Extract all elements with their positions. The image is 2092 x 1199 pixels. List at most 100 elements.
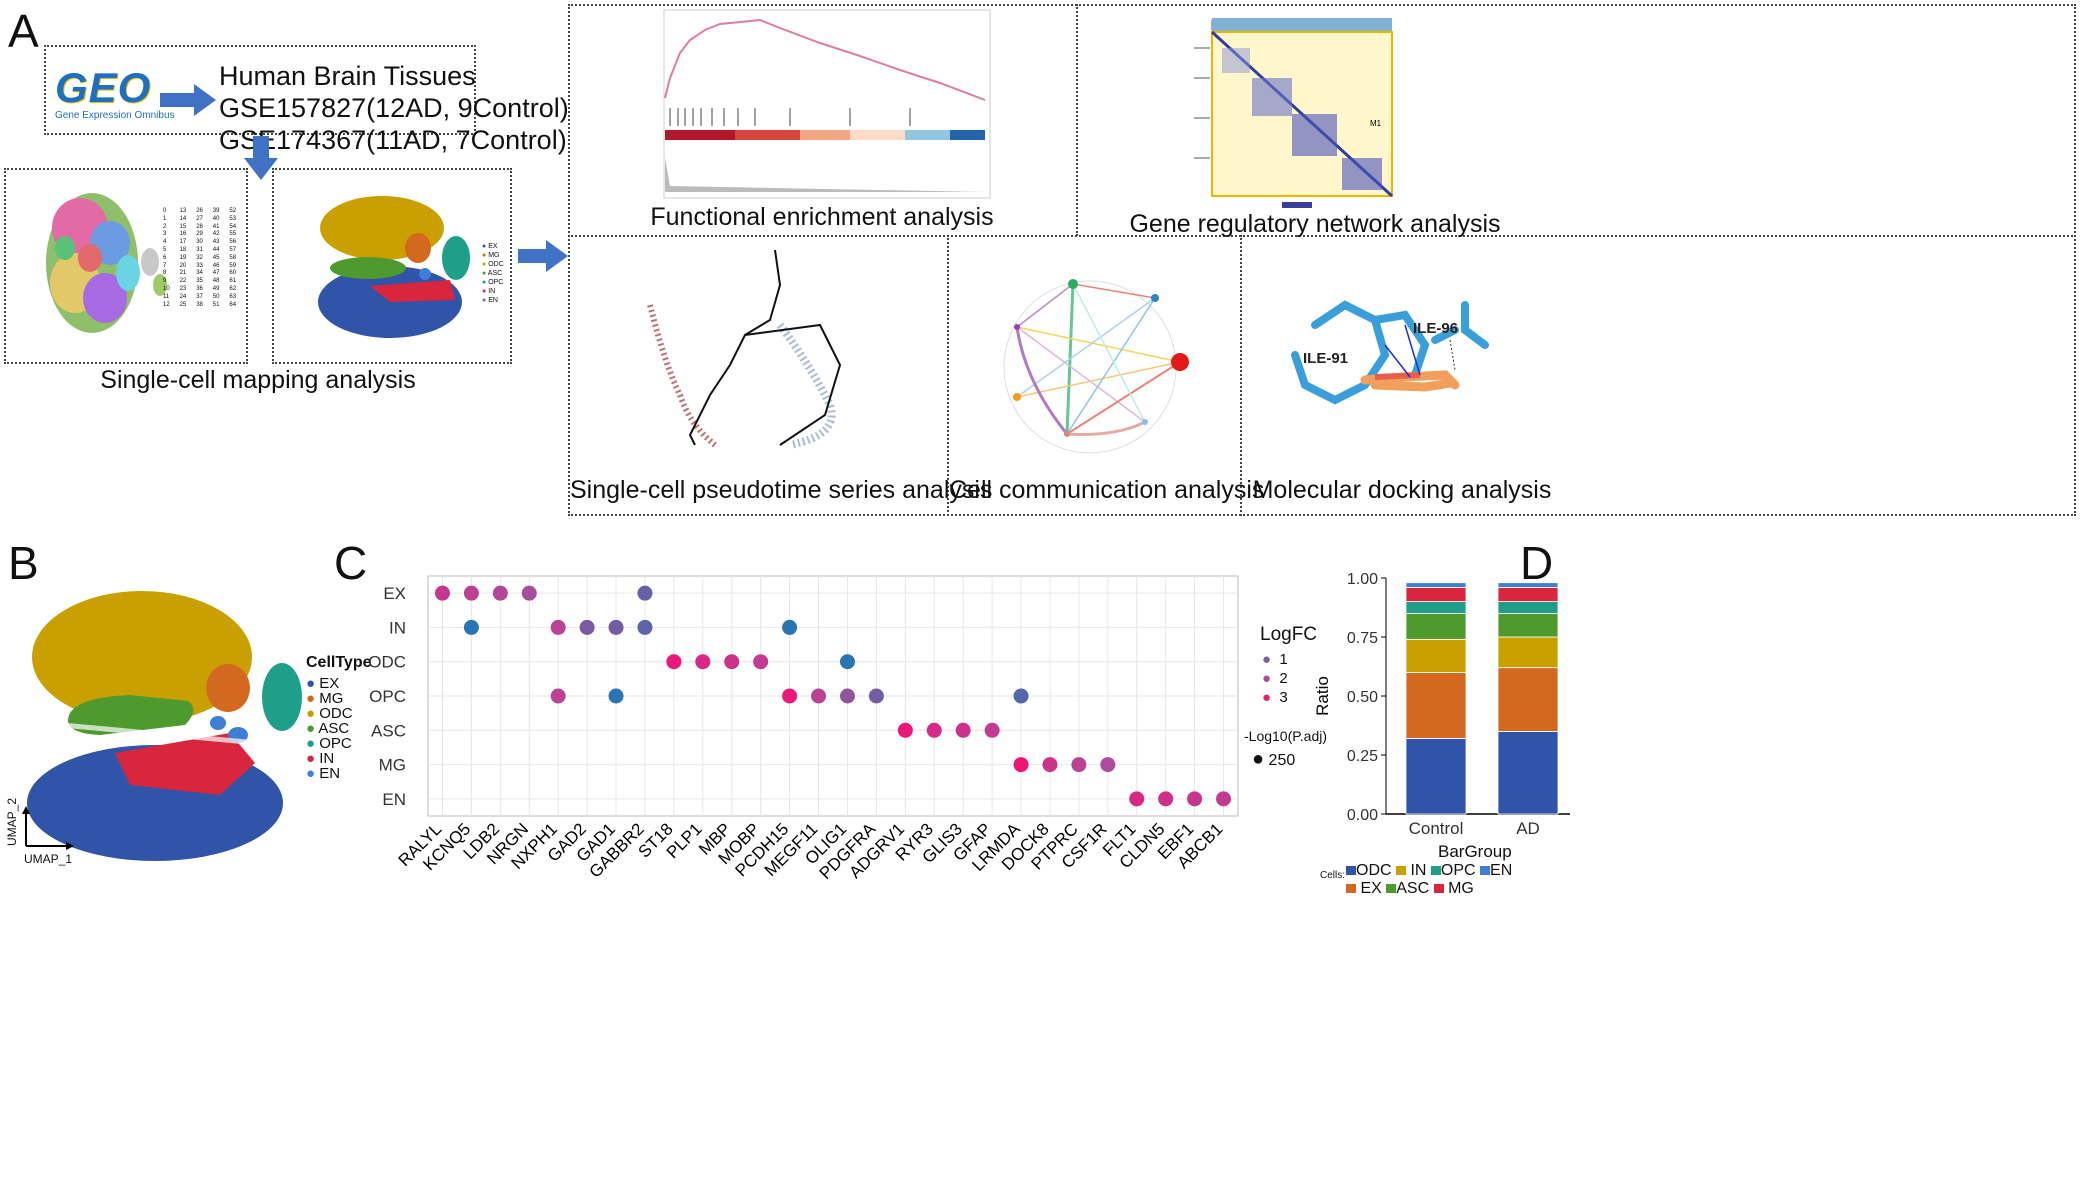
bar-segment xyxy=(1497,730,1559,815)
geo-logo: GEO Gene Expression Omnibus xyxy=(55,64,175,126)
cluster-label: 15 xyxy=(179,223,187,230)
cluster-label: 40 xyxy=(212,215,220,222)
legend-label: EN xyxy=(319,765,341,782)
cluster-label: 25 xyxy=(179,301,187,308)
umap-axes-icon xyxy=(22,806,74,850)
cluster-label: 63 xyxy=(229,293,237,300)
cluster-label: 58 xyxy=(229,254,237,261)
color-legend-item: ● 3 xyxy=(1262,689,1288,706)
cluster-label: 32 xyxy=(196,254,203,261)
cluster-umap-box xyxy=(4,168,248,364)
celltype-tick-label: ODC xyxy=(368,653,406,672)
cluster-label: 13 xyxy=(179,208,187,214)
grid-divider xyxy=(1076,4,1078,236)
legend-label: ASC xyxy=(487,270,503,277)
cluster-label: 48 xyxy=(212,278,220,285)
legend-item-odc: ● ODC xyxy=(306,705,353,722)
bar-legend-label: ASC xyxy=(1396,880,1430,897)
dot-mark xyxy=(608,688,624,704)
cluster-label: 45 xyxy=(212,254,220,261)
celltype-umap-small xyxy=(318,196,470,338)
celltype-legend: ● EX ● MG ● ODC ● ASC ● OPC ● IN ● EN xyxy=(306,676,353,781)
cluster-label: 4 xyxy=(163,239,167,246)
geo-logo-text: GEO xyxy=(55,64,152,111)
panel-label-d: D xyxy=(1520,537,1554,589)
celltype-legend-small: ● EX ● MG ● ODC ● ASC ● OPC ● IN ● EN xyxy=(482,242,504,305)
caption-functional-enrichment: Functional enrichment analysis xyxy=(650,203,994,231)
arrow-down-icon xyxy=(244,136,278,180)
umap-axis-y: UMAP_2 xyxy=(5,797,20,847)
bar-segment xyxy=(1405,738,1467,815)
bar-segment xyxy=(1497,587,1559,603)
dot-mark xyxy=(839,688,855,704)
bar-legend-label: OPC xyxy=(1440,862,1476,879)
dot-mark xyxy=(550,619,566,635)
dot-mark xyxy=(637,585,653,601)
bar-segment xyxy=(1497,601,1559,614)
celltype-ratio-barplot: 0.00 0.25 0.50 0.75 1.00 Ratio Control AD xyxy=(1313,571,1570,838)
cluster-label: 30 xyxy=(196,239,203,246)
dot-mark xyxy=(926,722,942,738)
bar-legend-label: MG xyxy=(1448,880,1474,897)
dot-mark xyxy=(608,619,624,635)
cluster-label: 29 xyxy=(196,231,203,238)
legend-item-asc: ● ASC xyxy=(306,720,350,737)
legend-item-opc: ● OPC xyxy=(482,279,504,286)
caption-cell-communication: Cell communication analysis xyxy=(949,476,1265,504)
cluster-label: 28 xyxy=(196,223,203,230)
dot-mark xyxy=(579,619,595,635)
cluster-label: 31 xyxy=(196,246,203,253)
dot-mark xyxy=(753,654,769,670)
legend-label: OPC xyxy=(319,735,352,752)
gsea-plot xyxy=(663,9,991,199)
bar-segment xyxy=(1497,582,1559,588)
cluster-label: 0 xyxy=(163,208,167,214)
cluster-label: 64 xyxy=(229,301,237,308)
cluster-label: 2 xyxy=(163,223,167,230)
legend-item-in: ● IN xyxy=(482,288,496,295)
cluster-label: 9 xyxy=(163,278,167,285)
docking-label-ile91: ILE-91 xyxy=(1303,350,1348,367)
category-label: Control xyxy=(1409,819,1464,838)
legend-item-mg: ● MG xyxy=(306,690,344,707)
legend-item-ex: ● EX xyxy=(482,243,498,250)
bar-segment xyxy=(1405,638,1467,673)
y-tick-label: 0.75 xyxy=(1347,630,1378,647)
cluster-label: 41 xyxy=(212,223,220,230)
legend-item-mg: ● MG xyxy=(482,252,500,259)
cluster-label: 1 xyxy=(163,215,167,222)
dot-mark xyxy=(550,688,566,704)
color-legend-label: 3 xyxy=(1279,689,1288,706)
cluster-label: 59 xyxy=(229,262,237,269)
cluster-label: 36 xyxy=(196,285,203,292)
dotplot-color-legend-title: LogFC xyxy=(1260,624,1318,645)
legend-item-opc: ● OPC xyxy=(306,735,352,752)
bar-segment xyxy=(1497,613,1559,638)
barplot-legend-title: Cells: xyxy=(1320,870,1346,881)
bar-legend-label: EX xyxy=(1360,880,1382,897)
arrow-right-icon xyxy=(160,84,216,116)
bar-legend-item-asc: ASC xyxy=(1386,880,1429,897)
caption-single-cell-mapping: Single-cell mapping analysis xyxy=(100,366,416,394)
legend-label: IN xyxy=(488,288,496,295)
cluster-label: 11 xyxy=(163,293,170,300)
dataset-line: GSE174367(11AD, 7Control) xyxy=(219,125,567,155)
cluster-label: 22 xyxy=(179,278,187,285)
bar-segment xyxy=(1405,601,1467,614)
cluster-label: 20 xyxy=(179,262,187,269)
dotplot-color-legend: ● 1 ● 2 ● 3 xyxy=(1262,650,1288,707)
bar-legend-item-opc: OPC xyxy=(1430,862,1476,879)
celltype-tick-label: IN xyxy=(389,618,406,637)
molecular-docking-structure: ILE-96 ILE-91 xyxy=(1291,300,1489,405)
cluster-label: 26 xyxy=(196,208,203,214)
celltype-legend-title: CellType xyxy=(306,654,372,671)
bar-legend-item-in: IN xyxy=(1396,862,1426,879)
category-label: AD xyxy=(1516,819,1540,838)
dot-mark xyxy=(463,619,479,635)
celltype-umap-box xyxy=(272,168,512,364)
cluster-label: 33 xyxy=(196,262,203,269)
dot-mark xyxy=(782,688,798,704)
barplot-legend: ODC IN OPC EN EX ASC MG xyxy=(1346,862,1560,898)
cluster-label: 23 xyxy=(179,285,187,292)
dot-mark xyxy=(782,619,798,635)
